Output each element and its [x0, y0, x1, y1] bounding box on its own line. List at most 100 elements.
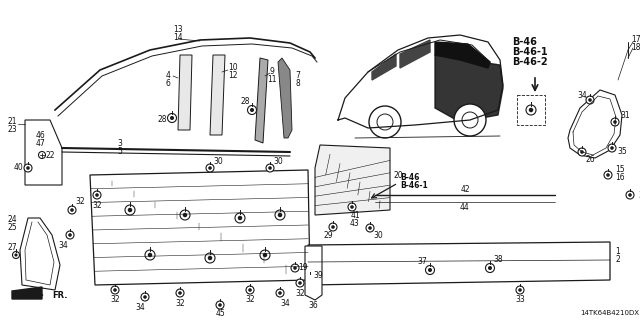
Text: 29: 29 [323, 231, 333, 241]
Circle shape [296, 279, 304, 287]
Text: 17: 17 [631, 36, 640, 44]
Circle shape [454, 104, 486, 136]
Text: 28: 28 [157, 116, 167, 124]
Circle shape [488, 266, 492, 270]
Text: 25: 25 [7, 223, 17, 233]
Circle shape [125, 205, 135, 215]
Text: 34: 34 [577, 91, 587, 100]
Circle shape [606, 173, 610, 177]
Text: 27: 27 [7, 244, 17, 252]
Polygon shape [12, 287, 42, 299]
Text: B-46: B-46 [400, 173, 419, 182]
Circle shape [298, 281, 302, 285]
Text: 47: 47 [35, 139, 45, 148]
Circle shape [13, 252, 19, 259]
Text: 21: 21 [7, 117, 17, 126]
Circle shape [348, 203, 356, 211]
Text: 40: 40 [13, 164, 23, 172]
Text: 6: 6 [166, 78, 170, 87]
Text: FR.: FR. [52, 291, 67, 300]
Circle shape [604, 171, 612, 179]
Circle shape [276, 289, 284, 297]
Text: 11: 11 [268, 76, 276, 84]
Text: 16: 16 [615, 173, 625, 182]
Text: 8: 8 [296, 78, 300, 87]
Circle shape [486, 263, 495, 273]
Text: 30: 30 [213, 157, 223, 166]
Circle shape [291, 264, 299, 272]
Text: B-46: B-46 [512, 37, 537, 47]
Circle shape [529, 108, 533, 112]
Circle shape [237, 216, 243, 220]
Circle shape [246, 286, 254, 294]
Text: 7: 7 [296, 70, 300, 79]
Circle shape [580, 150, 584, 154]
Circle shape [368, 226, 372, 230]
Polygon shape [435, 42, 490, 68]
Circle shape [588, 98, 592, 102]
Text: 32: 32 [92, 201, 102, 210]
Text: 1: 1 [616, 247, 620, 257]
Text: 13: 13 [173, 26, 183, 35]
Circle shape [428, 268, 432, 272]
Text: 12: 12 [228, 71, 237, 81]
Circle shape [68, 233, 72, 237]
Text: 4: 4 [166, 70, 170, 79]
Circle shape [516, 286, 524, 294]
Circle shape [168, 114, 177, 123]
Circle shape [180, 210, 190, 220]
Text: 30: 30 [373, 231, 383, 241]
Text: 36: 36 [308, 300, 318, 309]
Circle shape [275, 210, 285, 220]
Circle shape [626, 191, 634, 199]
Text: 32: 32 [75, 197, 85, 206]
Circle shape [148, 253, 152, 257]
Circle shape [218, 303, 222, 307]
Polygon shape [400, 40, 430, 68]
Polygon shape [178, 55, 192, 130]
Circle shape [66, 231, 74, 239]
Circle shape [70, 208, 74, 212]
Circle shape [141, 293, 149, 301]
Circle shape [216, 301, 224, 309]
Text: 32: 32 [110, 295, 120, 305]
Circle shape [24, 164, 32, 172]
Circle shape [178, 291, 182, 295]
Circle shape [263, 253, 268, 257]
Circle shape [26, 166, 30, 170]
Text: 34: 34 [58, 241, 68, 250]
Circle shape [278, 291, 282, 295]
Circle shape [93, 191, 101, 199]
Circle shape [250, 108, 254, 112]
Text: 44: 44 [460, 203, 470, 212]
Circle shape [68, 206, 76, 214]
Circle shape [369, 106, 401, 138]
Text: 14TK64B4210DX: 14TK64B4210DX [580, 310, 639, 316]
Circle shape [38, 151, 45, 158]
Circle shape [526, 105, 536, 115]
Text: 33: 33 [515, 295, 525, 305]
Bar [517, 95, 545, 125]
Circle shape [578, 148, 586, 156]
Polygon shape [305, 246, 322, 300]
Polygon shape [372, 54, 396, 80]
Text: 33: 33 [638, 190, 640, 199]
Text: 9: 9 [269, 68, 275, 76]
Circle shape [268, 166, 272, 170]
Circle shape [208, 256, 212, 260]
Circle shape [332, 225, 335, 229]
Text: 22: 22 [45, 150, 55, 159]
Text: 23: 23 [7, 125, 17, 134]
Polygon shape [308, 242, 610, 285]
Circle shape [366, 224, 374, 232]
Circle shape [15, 253, 17, 257]
Text: 26: 26 [585, 156, 595, 164]
Circle shape [308, 276, 312, 280]
Circle shape [426, 266, 435, 275]
Text: 20: 20 [393, 171, 403, 180]
Circle shape [518, 288, 522, 292]
Circle shape [145, 250, 155, 260]
Text: 45: 45 [215, 308, 225, 317]
Circle shape [628, 193, 632, 197]
Text: 35: 35 [617, 148, 627, 156]
